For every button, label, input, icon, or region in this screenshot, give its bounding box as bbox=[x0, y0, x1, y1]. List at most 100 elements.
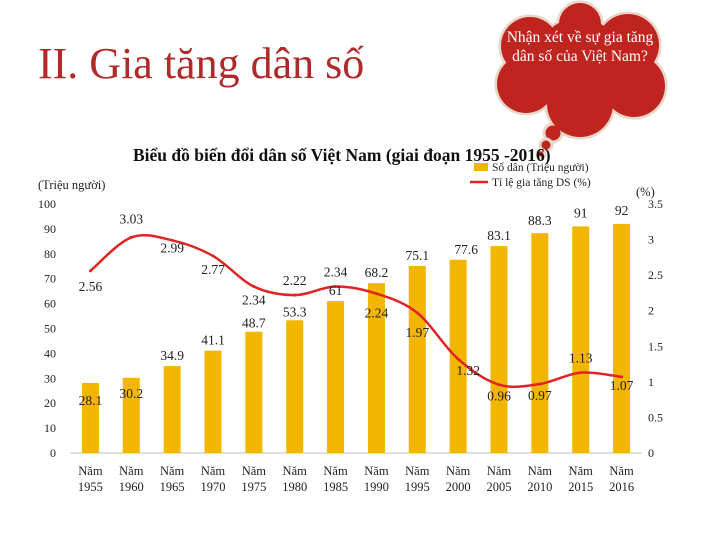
line-point bbox=[211, 254, 215, 258]
bar-value-label: 34.9 bbox=[160, 348, 184, 363]
x-tick-label-word: Năm bbox=[528, 464, 553, 478]
x-tick-label-word: Năm bbox=[323, 464, 348, 478]
line-point bbox=[579, 371, 583, 375]
x-tick-label: Năm 1980 bbox=[282, 464, 307, 494]
bar-value-label: 28.1 bbox=[79, 393, 103, 408]
x-tick-label-word: Năm bbox=[569, 464, 594, 478]
bar bbox=[449, 259, 467, 453]
bar bbox=[204, 350, 222, 453]
left-tick-label: 60 bbox=[44, 297, 56, 311]
left-tick-label: 50 bbox=[44, 322, 56, 336]
x-tick-label-year: 1970 bbox=[201, 480, 226, 494]
right-tick-label: 1 bbox=[648, 375, 654, 389]
left-tick-label: 100 bbox=[38, 197, 56, 211]
page-heading: II. Gia tăng dân số bbox=[38, 39, 365, 88]
left-axis-label: (Triệu người) bbox=[38, 178, 105, 192]
x-tick-label: Năm 2016 bbox=[609, 464, 634, 494]
x-tick-label-word: Năm bbox=[201, 464, 226, 478]
bar-value-label: 30.2 bbox=[119, 386, 143, 401]
left-tick-label: 0 bbox=[50, 446, 56, 460]
x-tick-label-year: 1980 bbox=[282, 480, 307, 494]
bar-value-label: 92 bbox=[615, 203, 629, 218]
right-tick-label: 0.5 bbox=[648, 410, 663, 424]
left-tick-label: 90 bbox=[44, 222, 56, 236]
legend-swatch-bars bbox=[474, 163, 488, 171]
line-value-label: 2.34 bbox=[242, 293, 266, 308]
bar bbox=[286, 320, 304, 453]
x-tick-label: Năm 1990 bbox=[364, 464, 389, 494]
x-tick-label-word: Năm bbox=[364, 464, 389, 478]
left-tick-label: 20 bbox=[44, 396, 56, 410]
x-tick-label-word: Năm bbox=[405, 464, 430, 478]
line-value-label: 1.07 bbox=[610, 378, 634, 393]
line-value-label: 3.03 bbox=[119, 211, 143, 226]
bar bbox=[327, 301, 345, 453]
line-point bbox=[334, 285, 338, 289]
bubble-question: Nhận xét về sự gia tăng dân số của Việt … bbox=[506, 29, 654, 65]
line-point bbox=[293, 293, 297, 297]
line-value-label: 2.56 bbox=[79, 279, 103, 294]
line-value-label: 2.34 bbox=[324, 265, 348, 280]
left-tick-label: 70 bbox=[44, 272, 56, 286]
x-tick-label-word: Năm bbox=[446, 464, 471, 478]
x-tick-label: Năm 1965 bbox=[160, 464, 185, 494]
line-value-label: 0.97 bbox=[528, 388, 552, 403]
bar bbox=[367, 283, 385, 453]
bar bbox=[531, 233, 549, 453]
bar bbox=[408, 266, 426, 453]
bar bbox=[613, 223, 631, 453]
x-tick-label: Năm 2000 bbox=[446, 464, 471, 494]
bar-value-label: 53.3 bbox=[283, 304, 307, 319]
x-tick-label-year: 2015 bbox=[568, 480, 593, 494]
line-point bbox=[415, 311, 419, 315]
bar bbox=[81, 383, 99, 453]
right-tick-label: 3 bbox=[648, 233, 654, 247]
line-value-label: 2.22 bbox=[283, 273, 307, 288]
right-axis-label: (%) bbox=[636, 185, 655, 199]
x-tick-label: Năm 2010 bbox=[527, 464, 552, 494]
x-tick-label-year: 1960 bbox=[119, 480, 144, 494]
bar-value-label: 48.7 bbox=[242, 316, 266, 331]
bar bbox=[163, 366, 181, 453]
x-tick-label-year: 2010 bbox=[527, 480, 552, 494]
x-tick-label-year: 2000 bbox=[446, 480, 471, 494]
legend-label-bars: Số dân (Triệu người) bbox=[492, 161, 589, 174]
bar-value-label: 41.1 bbox=[201, 333, 225, 348]
x-tick-label-year: 1990 bbox=[364, 480, 389, 494]
x-tick-label-word: Năm bbox=[487, 464, 512, 478]
bar bbox=[122, 377, 140, 453]
growth-rate-line bbox=[89, 234, 622, 389]
x-tick-label: Năm 1985 bbox=[323, 464, 348, 494]
line-point bbox=[456, 357, 460, 361]
x-tick-label: Năm 2015 bbox=[568, 464, 593, 494]
line-point bbox=[374, 292, 378, 296]
line-value-label: 2.99 bbox=[160, 240, 184, 255]
left-tick-label: 30 bbox=[44, 371, 56, 385]
bar bbox=[490, 246, 508, 453]
x-tick-label-word: Năm bbox=[283, 464, 308, 478]
line-value-label: 1.97 bbox=[405, 325, 429, 340]
left-tick-label: 80 bbox=[44, 247, 56, 261]
line-point bbox=[129, 235, 133, 239]
right-tick-label: 3.5 bbox=[648, 197, 663, 211]
x-tick-label-year: 1995 bbox=[405, 480, 430, 494]
x-tick-label: Năm 1970 bbox=[201, 464, 226, 494]
line-value-label: 2.77 bbox=[201, 262, 225, 277]
line-point bbox=[620, 375, 624, 379]
x-tick-label-word: Năm bbox=[78, 464, 103, 478]
right-tick-label: 1.5 bbox=[648, 339, 663, 353]
bars-series bbox=[81, 223, 631, 453]
bar-value-label: 88.3 bbox=[528, 213, 552, 228]
bar-value-label: 91 bbox=[574, 205, 588, 220]
bar-value-label: 61 bbox=[329, 283, 343, 298]
x-tick-label: Năm 1960 bbox=[119, 464, 144, 494]
x-tick-label-year: 1985 bbox=[323, 480, 348, 494]
x-tick-label-word: Năm bbox=[119, 464, 144, 478]
x-tick-label-year: 2016 bbox=[609, 480, 634, 494]
x-tick-label-word: Năm bbox=[160, 464, 185, 478]
x-tick-label-year: 1975 bbox=[241, 480, 266, 494]
right-tick-label: 2 bbox=[648, 304, 654, 318]
line-value-label: 1.13 bbox=[569, 351, 593, 366]
